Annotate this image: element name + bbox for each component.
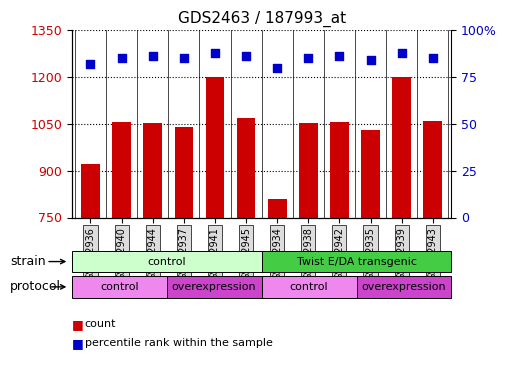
Point: [336, 53, 344, 59]
Text: ■: ■: [72, 318, 84, 331]
Bar: [206, 77, 224, 218]
Text: Twist E/DA transgenic: Twist E/DA transgenic: [297, 256, 417, 267]
Point: [273, 64, 281, 70]
Point: [149, 53, 157, 59]
Text: count: count: [85, 320, 116, 329]
Point: [242, 53, 250, 59]
Bar: [112, 122, 131, 218]
Point: [86, 61, 94, 67]
Point: [117, 55, 126, 61]
Bar: [81, 164, 100, 218]
Text: control: control: [290, 282, 328, 292]
Text: percentile rank within the sample: percentile rank within the sample: [85, 338, 272, 348]
Text: control: control: [147, 256, 186, 267]
Point: [304, 55, 312, 61]
Point: [398, 50, 406, 55]
Point: [429, 55, 437, 61]
Bar: [236, 117, 255, 218]
Point: [211, 50, 219, 55]
Bar: [299, 123, 318, 218]
Text: ■: ■: [72, 337, 84, 350]
Text: control: control: [100, 282, 139, 292]
Bar: [174, 127, 193, 218]
Text: overexpression: overexpression: [362, 282, 446, 292]
Bar: [392, 77, 411, 218]
Text: strain: strain: [10, 255, 46, 268]
Point: [366, 57, 374, 63]
Text: protocol: protocol: [10, 280, 61, 293]
Bar: [361, 130, 380, 218]
Bar: [144, 123, 162, 218]
Bar: [268, 199, 287, 217]
Point: [180, 55, 188, 61]
Bar: [330, 122, 349, 218]
Text: overexpression: overexpression: [172, 282, 256, 292]
Bar: [423, 121, 442, 218]
Title: GDS2463 / 187993_at: GDS2463 / 187993_at: [177, 11, 346, 27]
